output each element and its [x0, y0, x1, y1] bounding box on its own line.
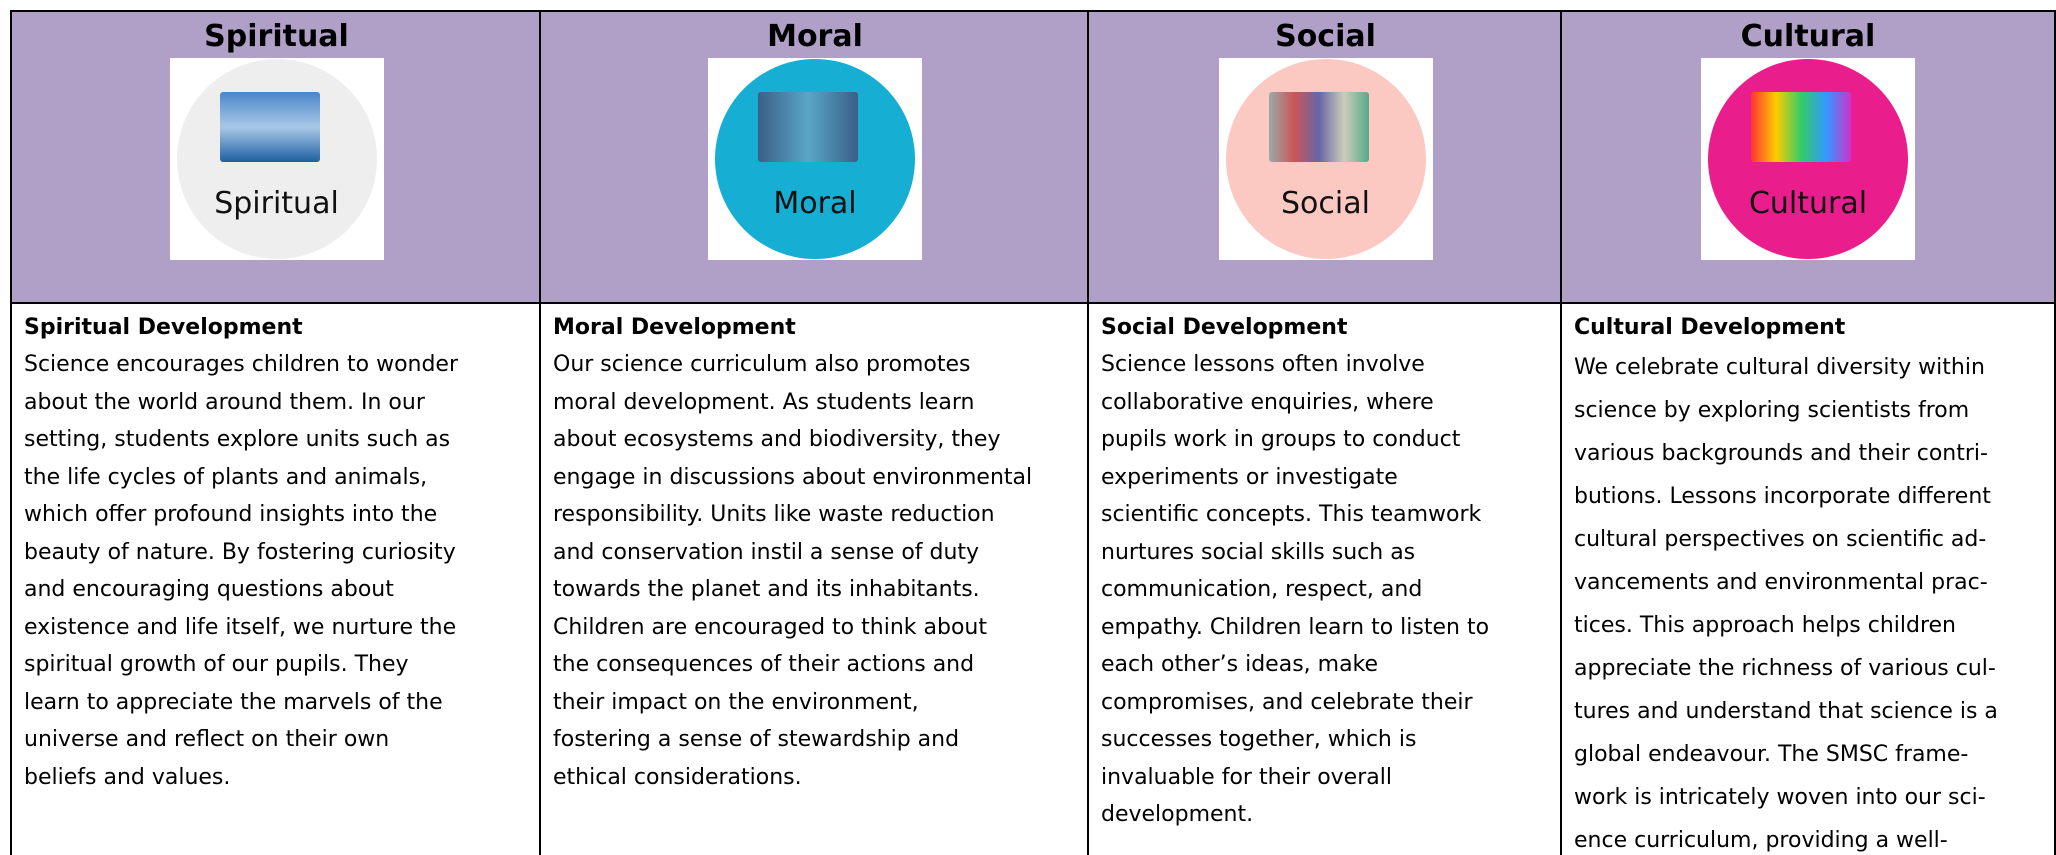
body-title: Moral Development — [553, 315, 796, 340]
body-line: development. — [1101, 802, 1254, 827]
body-line: ethical considerations. — [553, 764, 802, 790]
image-photo — [758, 92, 858, 162]
body-line: butions. Lessons incorporate different — [1574, 484, 1991, 509]
body-line: various backgrounds and their contri- — [1574, 441, 1988, 466]
body-line: appreciate the richness of various cul- — [1574, 656, 1996, 681]
header-image: Spiritual — [169, 58, 384, 260]
column-body: Cultural Development We celebrate cultura… — [1562, 304, 2054, 855]
body-line: compromises, and celebrate their — [1101, 689, 1473, 715]
body-line: about the world around them. In our — [24, 389, 425, 415]
body-line: and encouraging questions about — [24, 577, 394, 602]
body-line: ence curriculum, providing a well- — [1574, 828, 1948, 853]
body-title: Cultural Development — [1574, 315, 1846, 340]
body-line: invaluable for their overall — [1101, 764, 1392, 790]
body-line: science by exploring scientists from — [1574, 398, 1970, 423]
heading: Social — [1275, 19, 1376, 54]
column-header: Cultural Cultural — [1562, 12, 2054, 304]
image-label: Social — [1281, 186, 1370, 221]
column-body: Social Development Science lessons often … — [1089, 304, 1562, 834]
image-label: Spiritual — [214, 186, 339, 221]
body-line: empathy. Children learn to listen to — [1101, 614, 1490, 640]
heading: Cultural — [1740, 19, 1876, 54]
body-line: beauty of nature. By fostering curiosity — [24, 539, 456, 565]
body-line: Our science curriculum also promotes — [553, 352, 971, 377]
body-line: pupils work in groups to conduct — [1101, 427, 1461, 452]
header-image: Cultural — [1701, 58, 1915, 260]
body-line: We celebrate cultural diversity within — [1574, 355, 1985, 380]
image-photo — [1268, 92, 1369, 162]
column-body: Spiritual Development Science encourages … — [12, 304, 541, 796]
body-line: existence and life itself, we nurture th… — [24, 614, 457, 640]
header-image: Social — [1218, 58, 1433, 260]
body-title: Spiritual Development — [24, 315, 303, 340]
heading: Spiritual — [204, 19, 349, 54]
image-photo — [219, 92, 320, 162]
body-line: responsibility. Units like waste reducti… — [553, 502, 995, 527]
body-line: Science lessons often involve — [1101, 352, 1425, 377]
body-line: collaborative enquiries, where — [1101, 389, 1434, 415]
body-line: spiritual growth of our pupils. They — [24, 652, 409, 677]
image-label: Moral — [773, 186, 857, 221]
body-line: vancements and environmental prac- — [1574, 570, 1988, 595]
body-line: about ecosystems and biodiversity, they — [553, 427, 1001, 452]
body-line: which offer profound insights into the — [24, 502, 438, 527]
body-line: learn to appreciate the marvels of the — [24, 689, 443, 715]
body-line: nurtures social skills such as — [1101, 539, 1416, 565]
body-line: tures and understand that science is a — [1574, 699, 1998, 724]
column-body: Moral Development Our science curriculum … — [541, 304, 1089, 796]
body-line: moral development. As students learn — [553, 389, 975, 415]
body-line: experiments or investigate — [1101, 464, 1398, 490]
body-title: Social Development — [1101, 315, 1348, 340]
body-line: Children are encouraged to think about — [553, 614, 987, 640]
body-line: communication, respect, and — [1101, 577, 1423, 602]
body-line: each other’s ideas, make — [1101, 652, 1379, 677]
column: Moral Moral Moral Development Our science c… — [539, 10, 1089, 855]
body-line: global endeavour. The SMSC frame- — [1574, 742, 1969, 767]
column-header: Spiritual Spiritual — [12, 12, 541, 304]
column: Social Social Social Development Science le… — [1087, 10, 1562, 855]
header-image: Moral — [708, 58, 922, 260]
column: Cultural Cultural Cultural Development We c… — [1560, 10, 2056, 855]
body-line: Science encourages children to wonder — [24, 352, 459, 377]
image-label: Cultural — [1748, 186, 1868, 221]
body-line: scientific concepts. This teamwork — [1101, 502, 1482, 527]
body-line: work is intricately woven into our sci- — [1574, 785, 1986, 810]
body-line: cultural perspectives on scientific ad- — [1574, 527, 1987, 552]
body-line: the life cycles of plants and animals, — [24, 464, 428, 490]
column-header: Moral Moral — [541, 12, 1089, 304]
body-line: setting, students explore units such as — [24, 427, 451, 452]
heading: Moral — [767, 19, 863, 54]
body-line: successes together, which is — [1101, 727, 1417, 752]
column: Spiritual Spiritual Spiritual Development S… — [10, 10, 541, 855]
body-line: the consequences of their actions and — [553, 652, 975, 677]
body-line: engage in discussions about environmenta… — [553, 464, 1033, 490]
body-line: beliefs and values. — [24, 764, 231, 790]
body-line: fostering a sense of stewardship and — [553, 727, 960, 752]
body-line: their impact on the environment, — [553, 689, 919, 715]
image-photo — [1751, 92, 1851, 162]
body-line: universe and reflect on their own — [24, 727, 390, 752]
body-line: towards the planet and its inhabitants. — [553, 577, 980, 602]
body-line: and conservation instil a sense of duty — [553, 539, 980, 565]
body-line: tices. This approach helps children — [1574, 613, 1956, 638]
column-header: Social Social — [1089, 12, 1562, 304]
